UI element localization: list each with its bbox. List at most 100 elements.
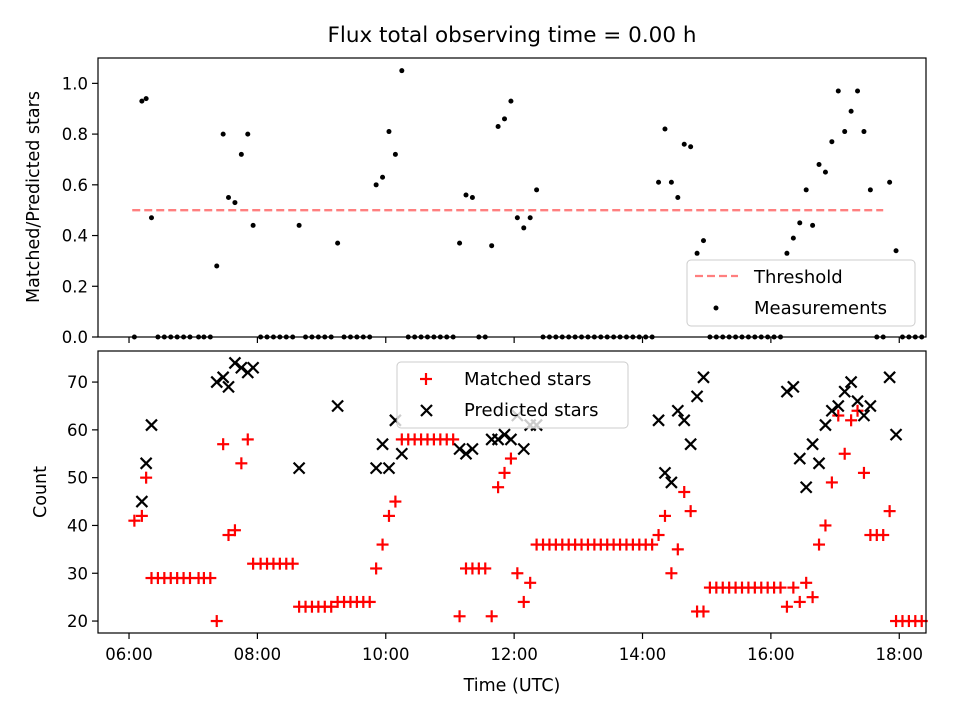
predicted-point bbox=[812, 457, 826, 470]
predicted-point bbox=[832, 399, 845, 413]
predicted-point bbox=[135, 495, 149, 508]
matched-point bbox=[204, 572, 217, 585]
count-panel: 20 30 40 50 60 70 06:00 08:00 10:00 12:00 14:00 16:… bbox=[31, 350, 928, 696]
matched-point bbox=[658, 509, 671, 522]
matched-point bbox=[665, 567, 678, 580]
predicted-point bbox=[210, 375, 224, 389]
predicted-point bbox=[216, 371, 230, 384]
count-xtick-label: 16:00 bbox=[747, 645, 795, 664]
predicted-point bbox=[491, 433, 505, 446]
measurement-point bbox=[810, 222, 816, 228]
count-xtick-label: 10:00 bbox=[362, 645, 410, 664]
matched-point bbox=[832, 409, 845, 422]
measurement-point bbox=[803, 187, 809, 193]
count-ylabel: Count bbox=[31, 466, 51, 518]
measurement-point bbox=[675, 195, 681, 200]
measurement-point bbox=[495, 123, 501, 129]
matched-point bbox=[678, 486, 691, 498]
measurement-point bbox=[380, 174, 386, 180]
measurement-point bbox=[502, 116, 508, 122]
predicted-point bbox=[844, 375, 858, 389]
measurement-point bbox=[688, 144, 694, 150]
measurement-point bbox=[226, 195, 232, 200]
measurement-point bbox=[816, 162, 822, 168]
predicted-point bbox=[652, 414, 665, 427]
ratio-ytick-label: 0.4 bbox=[62, 227, 88, 246]
measurement-point bbox=[392, 151, 398, 157]
predicted-point bbox=[382, 461, 396, 475]
predicted-point bbox=[466, 442, 479, 456]
predicted-point bbox=[145, 418, 158, 432]
measurement-point bbox=[148, 215, 154, 221]
ratio-panel: 0.0 0.2 0.4 0.6 0.8 1.0 Matched/Predicted sta… bbox=[24, 57, 927, 347]
predicted-point bbox=[658, 466, 672, 480]
count-xtick-label: 06:00 bbox=[105, 645, 153, 664]
predicted-point bbox=[292, 461, 306, 475]
predicted-point bbox=[228, 356, 242, 370]
matched-point bbox=[479, 562, 492, 575]
predicted-point bbox=[395, 447, 409, 461]
matched-point bbox=[389, 495, 402, 508]
matched-point bbox=[684, 505, 697, 518]
count-ytick-label: 20 bbox=[67, 612, 88, 631]
matched-point bbox=[845, 414, 858, 427]
measurement-point bbox=[893, 248, 899, 254]
matched-point bbox=[485, 610, 498, 623]
count-xtick-label: 14:00 bbox=[619, 645, 667, 664]
predicted-point bbox=[889, 428, 903, 441]
matched-point bbox=[453, 610, 466, 623]
predicted-point bbox=[498, 428, 511, 441]
matched-point bbox=[697, 605, 710, 618]
matched-point bbox=[325, 600, 338, 613]
measurement-point bbox=[463, 192, 469, 198]
predicted-point bbox=[139, 457, 153, 470]
measurement-point bbox=[143, 96, 149, 102]
predicted-point bbox=[883, 371, 896, 384]
predicted-point bbox=[459, 447, 473, 461]
matched-point bbox=[851, 404, 864, 417]
matched-legend-label: Matched stars bbox=[464, 369, 591, 390]
count-xtick-label: 12:00 bbox=[490, 645, 538, 664]
measurement-point bbox=[681, 141, 687, 147]
predicted-point bbox=[369, 461, 383, 475]
measurement-point bbox=[527, 215, 533, 221]
matched-point bbox=[671, 543, 684, 556]
matched-point bbox=[806, 591, 819, 604]
matched-point bbox=[825, 476, 838, 489]
matched-point bbox=[235, 457, 248, 470]
matched-point bbox=[646, 538, 659, 551]
matched-point bbox=[787, 581, 800, 594]
predicted-point bbox=[857, 409, 871, 422]
matched-point bbox=[819, 519, 832, 532]
count-plot-frame bbox=[97, 350, 927, 634]
matched-point bbox=[780, 600, 793, 613]
matched-point bbox=[652, 529, 665, 542]
predicted-point bbox=[677, 414, 691, 427]
matched-point bbox=[128, 514, 141, 527]
measurement-point bbox=[790, 235, 796, 241]
matched-point bbox=[135, 509, 148, 522]
predicted-point bbox=[690, 390, 704, 403]
matched-point bbox=[492, 481, 505, 494]
matched-point bbox=[793, 595, 806, 608]
matched-point bbox=[504, 452, 517, 465]
measurement-point bbox=[861, 129, 867, 135]
count-ytick-label: 40 bbox=[67, 516, 88, 535]
predicted-point bbox=[235, 361, 248, 375]
count-ytick-label: 60 bbox=[67, 421, 88, 440]
matched-point bbox=[517, 595, 530, 608]
ratio-legend: Threshold Measurements bbox=[686, 259, 916, 327]
matched-point bbox=[877, 529, 890, 542]
predicted-point bbox=[671, 404, 685, 418]
measurement-point bbox=[514, 215, 520, 221]
measurement-point bbox=[245, 131, 251, 137]
predicted-point bbox=[697, 371, 710, 384]
matched-legend-swatch bbox=[420, 373, 432, 385]
predicted-point bbox=[851, 394, 864, 408]
predicted-point bbox=[376, 437, 389, 451]
threshold-legend-label: Threshold bbox=[753, 267, 843, 288]
predicted-point bbox=[222, 380, 235, 394]
measurement-point bbox=[867, 187, 873, 193]
ratio-axis-ticks: 0.0 0.2 0.4 0.6 0.8 1.0 bbox=[62, 74, 900, 347]
